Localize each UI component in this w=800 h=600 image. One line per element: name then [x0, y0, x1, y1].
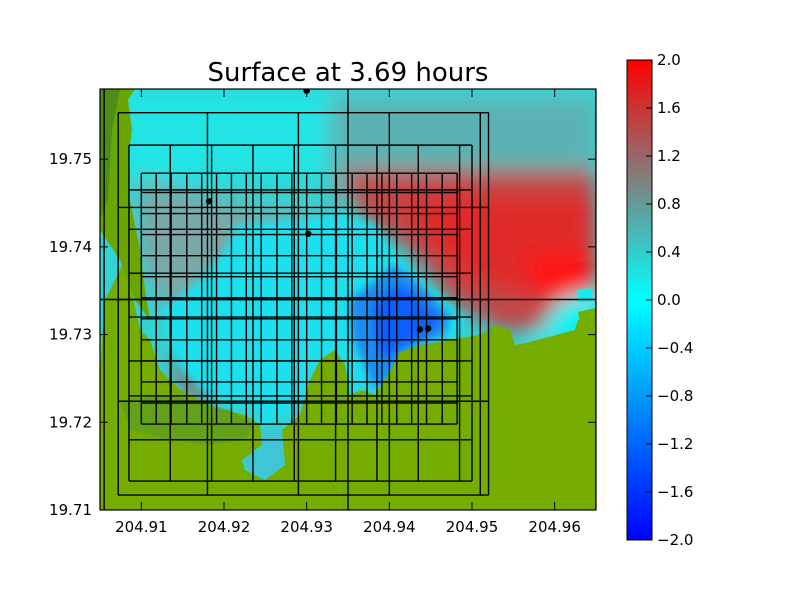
y-tick-label: 19.75 [49, 150, 92, 168]
x-tick-label: 204.96 [528, 518, 581, 536]
x-tick-label: 204.91 [115, 518, 168, 536]
colorbar-tick-label: 0.8 [657, 195, 681, 213]
x-tick-label: 204.93 [280, 518, 333, 536]
colorbar-tick-label: −0.8 [657, 387, 693, 405]
plot-frame [99, 88, 597, 511]
gauge-point [416, 326, 424, 333]
gauge-point [305, 230, 312, 237]
colorbar-tick-label: −1.2 [657, 435, 693, 453]
land-east-patch [578, 308, 596, 322]
land-west-coast [100, 89, 150, 320]
colorbar-tick-label: −1.6 [657, 483, 693, 501]
y-tick-label: 19.73 [49, 326, 92, 344]
x-tick-label: 204.94 [363, 518, 416, 536]
colorbar-tick-label: −2.0 [657, 531, 693, 549]
colorbar-axis: 2.0 1.6 1.2 0.8 0.4 0.0 −0.4 −0.8 −1.2 −1.6 −2.0 [646, 51, 693, 549]
colorbar-tick-label: 1.6 [657, 99, 681, 117]
y-axis: 19.71 19.72 19.73 19.74 19.75 [49, 150, 596, 519]
y-tick-label: 19.74 [49, 238, 92, 256]
x-tick-label: 204.95 [446, 518, 499, 536]
surface-heatmap [100, 89, 596, 510]
x-tick-label: 204.92 [198, 518, 251, 536]
gauge-point [205, 198, 213, 205]
chart-title: Surface at 3.69 hours [208, 58, 489, 88]
colorbar-tick-label: 0.4 [657, 243, 681, 261]
colorbar-tick-label: 2.0 [657, 51, 681, 69]
gauge-markers [205, 89, 432, 333]
colorbar-tick-label: 0.0 [657, 291, 681, 309]
y-tick-label: 19.72 [49, 413, 92, 431]
colorbar-tick-label: −0.4 [657, 339, 693, 357]
x-axis: 204.91 204.92 204.93 204.94 204.95 204.96 [115, 89, 581, 536]
land-west-dark [100, 89, 120, 220]
small-pond [578, 288, 592, 302]
refinement-grids [100, 89, 596, 510]
y-tick-label: 19.71 [49, 501, 92, 519]
gauge-point [424, 325, 432, 332]
colorbar-tick-label: 1.2 [657, 147, 681, 165]
